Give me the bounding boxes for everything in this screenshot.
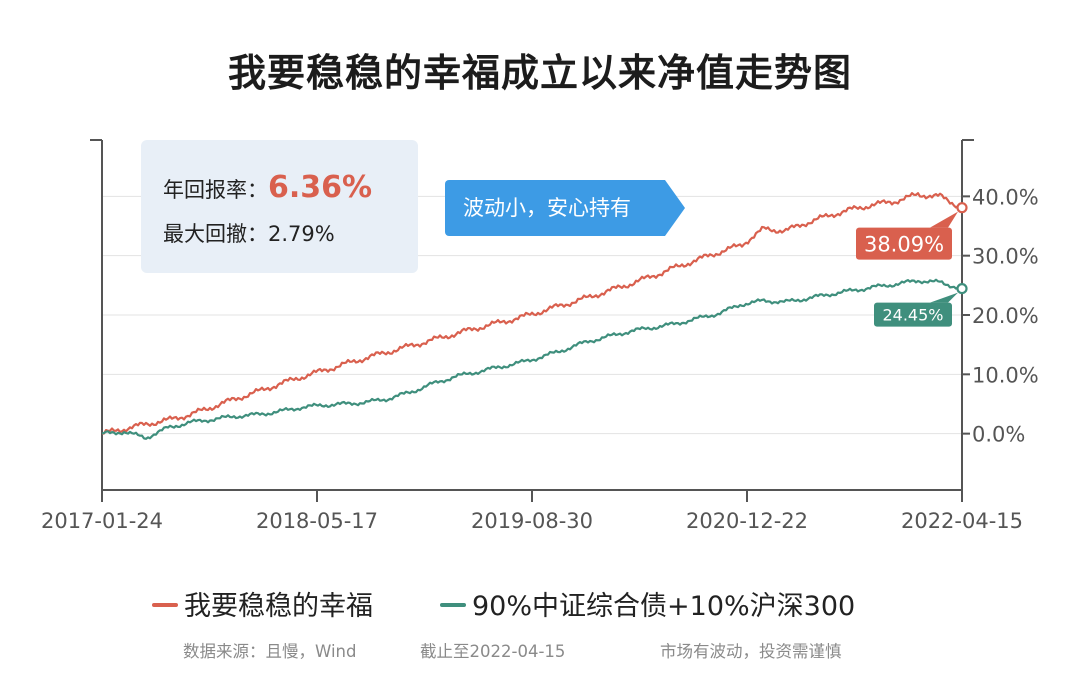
end-label-text-2: 24.45%	[882, 306, 943, 325]
y-tick-label: 40.0%	[972, 185, 1039, 209]
end-label-pointer-1	[930, 211, 958, 228]
max-drawdown-row: 最大回撤：2.79%	[163, 218, 335, 248]
max-drawdown-label: 最大回撤：	[163, 222, 268, 246]
stats-box: 年回报率：6.36% 最大回撤：2.79%	[141, 140, 418, 273]
legend-item-series2: 90%中证综合债+10%沪深300	[440, 584, 855, 623]
end-label-badge-2	[874, 302, 952, 327]
y-tick-label: 20.0%	[972, 304, 1039, 328]
series-line-1	[101, 192, 963, 435]
y-tick-label: 0.0%	[972, 423, 1025, 447]
footer: 数据来源：且慢，Wind 截止至2022-04-15 市场有波动，投资需谨慎	[0, 638, 1080, 664]
legend: 我要稳稳的幸福 90%中证综合债+10%沪深300	[0, 584, 1080, 622]
x-tick-label: 2018-05-17	[256, 509, 378, 533]
footer-cutoff: 截止至2022-04-15	[420, 642, 566, 661]
end-label-badge-1	[856, 227, 952, 260]
max-drawdown-value: 2.79%	[268, 222, 335, 246]
end-label-pointer-2	[930, 292, 958, 303]
x-tick-label: 2017-01-24	[41, 509, 163, 533]
series-line-2	[101, 278, 963, 440]
annual-return-value: 6.36%	[268, 170, 373, 205]
x-tick-label: 2019-08-30	[471, 509, 593, 533]
footer-source: 数据来源：且慢，Wind	[183, 642, 357, 661]
series-end-point-2	[956, 283, 968, 295]
y-tick-label: 30.0%	[972, 245, 1039, 269]
legend-item-series1: 我要稳稳的幸福	[152, 584, 373, 623]
callout-arrow	[665, 180, 685, 236]
legend-label-series1: 我要稳稳的幸福	[184, 591, 373, 622]
y-tick-label: 10.0%	[972, 363, 1039, 387]
legend-label-series2: 90%中证综合债+10%沪深300	[472, 591, 856, 622]
x-tick-label: 2022-04-15	[901, 509, 1023, 533]
footer-risk: 市场有波动，投资需谨慎	[660, 642, 842, 661]
series-layer	[101, 192, 968, 440]
chart-title: 我要稳稳的幸福成立以来净值走势图	[227, 51, 852, 95]
legend-swatch-series1	[152, 602, 178, 607]
x-tick-label: 2020-12-22	[686, 509, 808, 533]
series-end-point-1	[956, 202, 968, 214]
end-label-text-1: 38.09%	[864, 233, 944, 257]
annual-return-label: 年回报率：	[163, 178, 268, 202]
legend-swatch-series2	[440, 602, 466, 607]
labels-layer: 0.0% 10.0% 20.0% 30.0% 40.0% 2017-01-24 2018-0…	[41, 185, 1039, 533]
axes-layer	[90, 139, 974, 502]
annual-return-row: 年回报率：6.36%	[163, 170, 372, 205]
callout-banner: 波动小，安心持有	[445, 180, 665, 236]
